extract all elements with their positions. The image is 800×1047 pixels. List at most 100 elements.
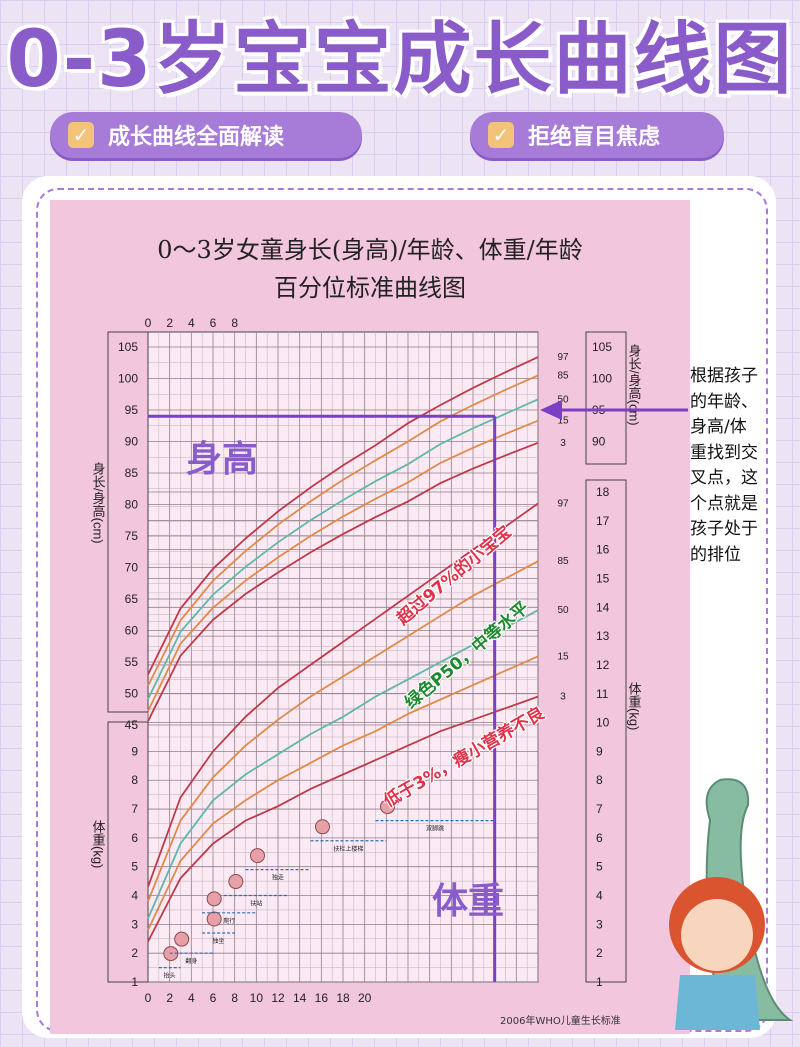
weight-tick-label: 7 bbox=[131, 802, 138, 816]
weight-tick-label-right: 2 bbox=[596, 946, 603, 960]
month-tick-top: 2 bbox=[166, 316, 173, 330]
checkbox-icon: ✓ bbox=[488, 122, 514, 148]
height-series-label-p97: 97 bbox=[557, 352, 569, 363]
weight-series-label-p97: 97 bbox=[557, 499, 569, 510]
weight-tick-label-right: 18 bbox=[596, 485, 610, 499]
baby-illustration-icon bbox=[315, 819, 330, 835]
height-tick-label-right: 105 bbox=[592, 340, 612, 354]
height-tick-label: 95 bbox=[125, 403, 139, 417]
month-tick-bottom: 18 bbox=[336, 991, 350, 1005]
weight-tick-label-right: 12 bbox=[596, 658, 610, 672]
month-tick-bottom: 8 bbox=[231, 991, 238, 1005]
baby-illustration-icon bbox=[206, 891, 222, 907]
height-tick-label: 90 bbox=[125, 435, 139, 449]
height-line-p3 bbox=[147, 441, 539, 722]
height-tick-label: 100 bbox=[118, 372, 138, 386]
weight-tick-label-right: 17 bbox=[596, 514, 610, 528]
pill-label: 拒绝盲目焦虑 bbox=[528, 125, 661, 150]
weight-axis-label-right: 体重(kg) bbox=[627, 682, 642, 730]
height-tick-label-right: 100 bbox=[592, 372, 612, 386]
milestone-label: 独走 bbox=[272, 874, 284, 882]
height-line-p85 bbox=[147, 374, 539, 687]
weight-series-label-p50: 50 bbox=[557, 605, 569, 616]
girl-dress-icon bbox=[675, 975, 760, 1030]
baby-illustration-icon bbox=[228, 874, 244, 890]
chart-source: 2006年WHO儿童生长标准 bbox=[500, 1016, 621, 1027]
weight-tick-label: 4 bbox=[131, 889, 138, 903]
height-tick-label: 80 bbox=[125, 498, 139, 512]
page-title: 0-3岁宝宝成长曲线图 bbox=[6, 15, 794, 105]
weight-tick-label-right: 9 bbox=[596, 744, 603, 758]
height-tick-label: 60 bbox=[125, 624, 139, 638]
weight-series-label-p15: 15 bbox=[557, 651, 569, 662]
weight-series-label-p3: 3 bbox=[560, 692, 566, 703]
baby-illustration-icon bbox=[250, 848, 265, 864]
weight-tick-label-right: 13 bbox=[596, 629, 610, 643]
baby-illustration-icon bbox=[206, 911, 222, 927]
weight-tick-label-right: 11 bbox=[596, 687, 609, 701]
month-tick-top: 4 bbox=[188, 316, 195, 330]
weight-tick-label: 8 bbox=[131, 773, 138, 787]
milestone-label: 扶栏上楼梯 bbox=[333, 845, 363, 853]
weight-tick-label-right: 3 bbox=[596, 917, 603, 931]
milestone-label: 翻身 bbox=[185, 957, 197, 965]
weight-tick-label-right: 4 bbox=[596, 889, 603, 903]
weight-tick-label-right: 14 bbox=[596, 600, 610, 614]
month-tick-bottom: 2 bbox=[166, 991, 173, 1005]
weight-tick-label-right: 16 bbox=[596, 543, 610, 557]
weight-tick-label: 1 bbox=[131, 975, 138, 989]
pointer-arrow-head bbox=[540, 400, 562, 420]
section-label-weight: 体重 bbox=[432, 881, 505, 922]
weight-tick-label: 5 bbox=[131, 860, 138, 874]
weight-line-p85 bbox=[147, 560, 539, 902]
weight-tick-label-right: 7 bbox=[596, 802, 603, 816]
pill-no-anxiety: ✓ 拒绝盲目焦虑 bbox=[470, 112, 724, 158]
height-line-p15 bbox=[147, 419, 539, 712]
baby-illustration-icon bbox=[174, 931, 190, 947]
height-series-label-p15: 15 bbox=[557, 416, 569, 427]
month-tick-top: 6 bbox=[210, 316, 217, 330]
pill-label: 成长曲线全面解读 bbox=[108, 125, 285, 150]
height-tick-label: 105 bbox=[118, 340, 138, 354]
month-tick-bottom: 12 bbox=[271, 991, 285, 1005]
weight-tick-label-right: 10 bbox=[596, 716, 610, 730]
month-tick-bottom: 14 bbox=[293, 991, 307, 1005]
weight-tick-label-right: 6 bbox=[596, 831, 603, 845]
milestone-label: 双脚跳 bbox=[426, 825, 444, 833]
weight-series-label-p85: 85 bbox=[557, 556, 569, 567]
side-note: 根据孩子的年龄、身高/体重找到交叉点，这个点就是孩子处于的排位 bbox=[690, 366, 758, 565]
month-tick-bottom: 4 bbox=[188, 991, 195, 1005]
height-series-label-p3: 3 bbox=[560, 438, 566, 449]
weight-line-p3 bbox=[147, 695, 539, 943]
weight-line-p50 bbox=[147, 609, 539, 919]
chart-title-line2: 百分位标准曲线图 bbox=[274, 274, 466, 302]
height-tick-label: 50 bbox=[125, 687, 139, 701]
weight-tick-label-right: 8 bbox=[596, 773, 603, 787]
weight-line-p15 bbox=[147, 655, 539, 931]
height-tick-label: 75 bbox=[125, 529, 139, 543]
height-tick-label: 65 bbox=[125, 592, 139, 606]
month-tick-bottom: 20 bbox=[358, 991, 372, 1005]
month-tick-bottom: 10 bbox=[250, 991, 264, 1005]
chart-title-line1: 0～3岁女童身长(身高)/年龄、体重/年龄 bbox=[157, 236, 583, 264]
height-tick-label: 70 bbox=[125, 561, 139, 575]
weight-line-p97 bbox=[147, 502, 539, 888]
milestone-label: 独坐 bbox=[212, 937, 224, 945]
height-series-label-p85: 85 bbox=[557, 370, 569, 381]
weight-tick-label-right: 15 bbox=[596, 571, 610, 585]
section-label-height: 身高 bbox=[186, 439, 259, 480]
right-axis-frame-weight bbox=[585, 479, 627, 983]
weight-tick-label: 6 bbox=[131, 831, 138, 845]
height-tick-label: 45 bbox=[125, 718, 139, 732]
month-tick-top: 0 bbox=[145, 316, 152, 330]
weight-axis-label: 体重(kg) bbox=[91, 820, 106, 868]
baby-illustration-icon bbox=[380, 799, 395, 815]
height-axis-label: 身长/身高(cm) bbox=[91, 461, 106, 543]
left-axis-frame-height bbox=[107, 331, 149, 713]
weight-tick-label: 3 bbox=[131, 917, 138, 931]
height-tick-label: 55 bbox=[125, 655, 139, 669]
height-tick-label-right: 90 bbox=[592, 435, 606, 449]
height-series-label-p50: 50 bbox=[557, 394, 569, 405]
weight-tick-label-right: 1 bbox=[596, 975, 603, 989]
pill-growth-reading: ✓ 成长曲线全面解读 bbox=[50, 112, 362, 158]
